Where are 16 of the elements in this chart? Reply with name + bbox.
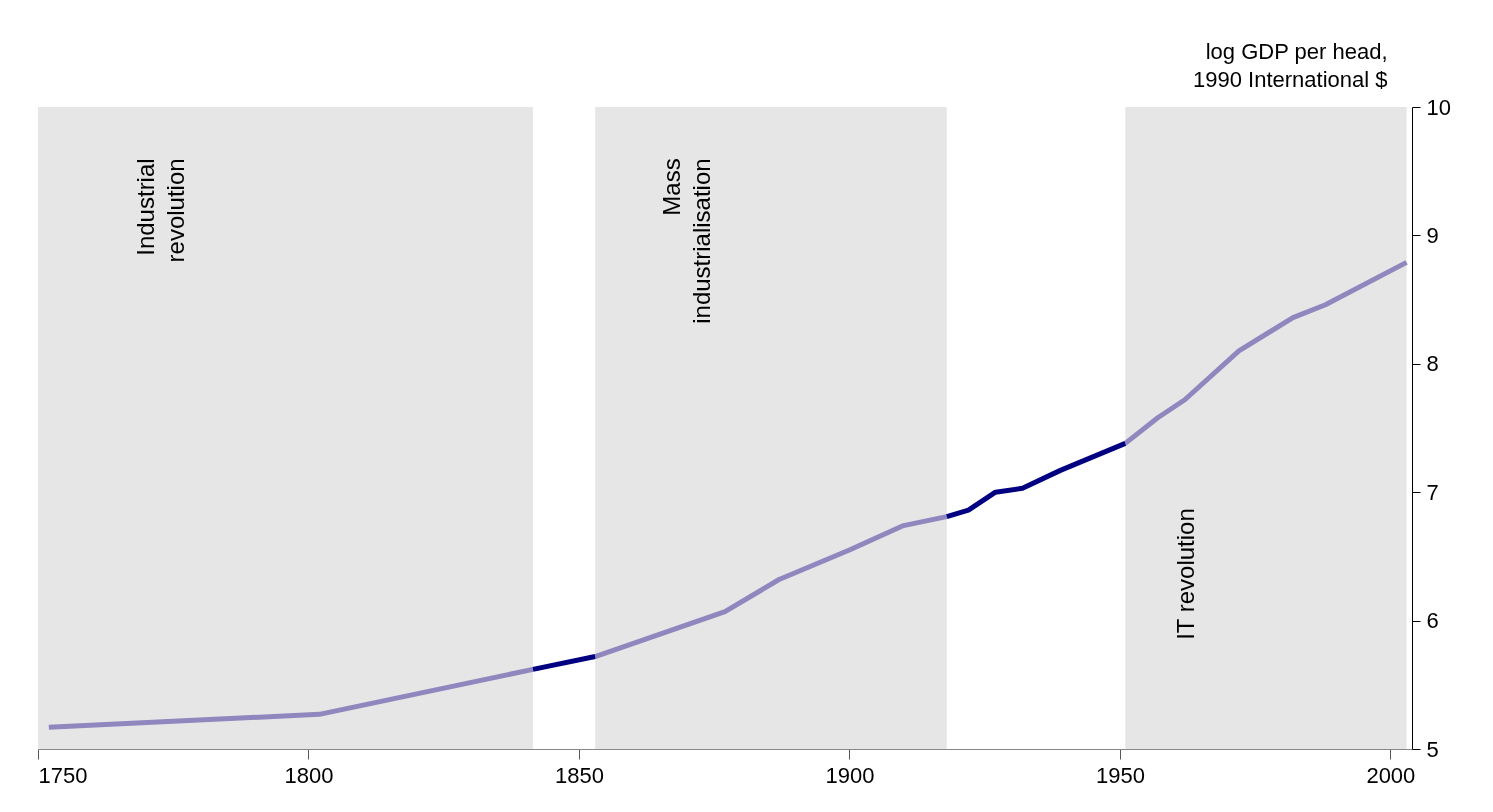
band-label: Mass industrialisation [657,158,715,324]
y-tick-label: 6 [1426,608,1439,634]
y-tick-label: 8 [1426,351,1439,377]
band-label: Industrial revolution [131,158,189,263]
y-tick-label: 9 [1426,222,1439,248]
x-tick-label: 1950 [1095,762,1145,788]
band-label: IT revolution [1172,508,1200,640]
x-tick-label: 1750 [38,762,88,788]
y-tick-label: 5 [1426,736,1439,762]
x-tick-label: 1800 [284,762,334,788]
y-tick-label: 10 [1426,94,1451,120]
x-tick-label: 1850 [554,762,604,788]
y-tick-label: 7 [1426,479,1439,505]
x-tick-label: 2000 [1366,762,1416,788]
x-tick-label: 1900 [825,762,875,788]
y-axis-title: log GDP per head, 1990 International $ [1193,38,1388,92]
